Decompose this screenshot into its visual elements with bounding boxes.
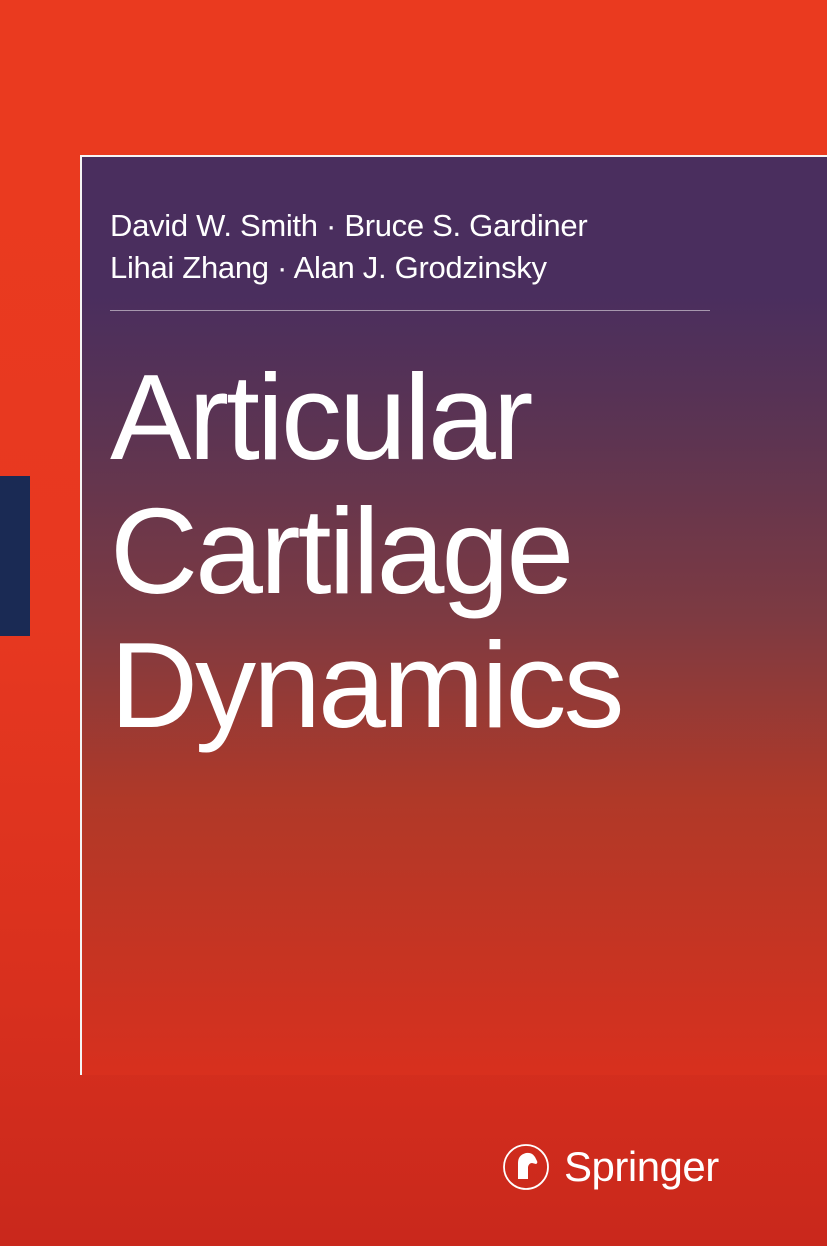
authors-line-1: David W. Smith · Bruce S. Gardiner <box>110 205 787 247</box>
title-line-1: Articular <box>110 350 622 484</box>
publisher-name: Springer <box>564 1143 719 1191</box>
title-line-2: Cartilage <box>110 484 622 618</box>
publisher-block: Springer <box>502 1143 719 1191</box>
author-title-divider <box>110 310 710 311</box>
springer-horse-icon <box>502 1143 550 1191</box>
navy-accent-tab <box>0 476 30 636</box>
title-line-3: Dynamics <box>110 618 622 752</box>
book-title: Articular Cartilage Dynamics <box>110 350 622 753</box>
authors-block: David W. Smith · Bruce S. Gardiner Lihai… <box>110 205 787 289</box>
authors-line-2: Lihai Zhang · Alan J. Grodzinsky <box>110 247 787 289</box>
